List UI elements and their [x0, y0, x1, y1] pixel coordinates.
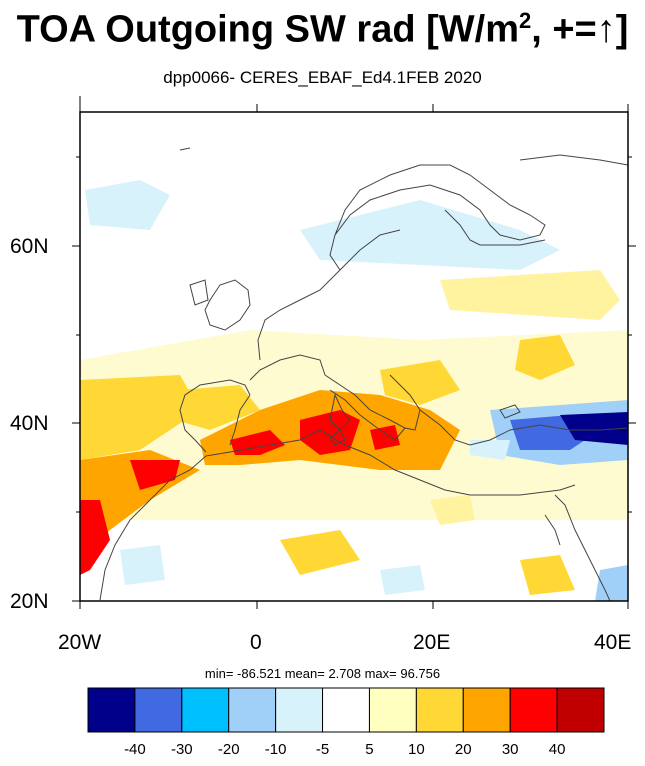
- lon-label-20e: 20E: [413, 631, 451, 654]
- colorbar-label: 5: [365, 741, 374, 758]
- colorbar: [87, 687, 605, 733]
- colorbar-label: -40: [124, 741, 146, 758]
- colorbar-box: [134, 687, 183, 733]
- colorbar-label: -30: [170, 741, 193, 758]
- colorbar-label: 20: [454, 741, 472, 758]
- map-field: [80, 112, 628, 601]
- map-title: TOA Outgoing SW rad [W/m2, +=↑]: [16, 8, 629, 51]
- field-statistics: min= -86.521 mean= 2.708 max= 96.756: [204, 666, 441, 681]
- colorbar-label: 10: [408, 741, 425, 758]
- lat-label-20n: 20N: [10, 590, 49, 613]
- colorbar-label: -20: [217, 741, 240, 758]
- colorbar-label: -5: [315, 741, 330, 758]
- colorbar-box: [275, 687, 324, 733]
- colorbar-label: -10: [264, 741, 287, 758]
- colorbar-box: [322, 687, 370, 733]
- colorbar-box: [87, 687, 136, 733]
- colorbar-box: [368, 687, 417, 733]
- lon-label-20w: 20W: [58, 631, 102, 654]
- colorbar-box: [181, 687, 230, 733]
- lon-label-0: 0: [250, 631, 262, 654]
- colorbar-box: [462, 687, 511, 733]
- lat-label-40n: 40N: [10, 412, 49, 435]
- lon-label-40e: 40E: [594, 631, 632, 654]
- colorbar-box: [556, 687, 605, 733]
- map-subtitle: dpp0066- CERES_EBAF_Ed4.1FEB 2020: [163, 68, 482, 87]
- coastlines: [99, 147, 628, 601]
- colorbar-box: [509, 687, 558, 733]
- colorbar-box: [415, 687, 464, 733]
- map-frame: [72, 96, 636, 609]
- lat-label-60n: 60N: [10, 235, 49, 258]
- colorbar-box: [228, 687, 277, 733]
- colorbar-label: 30: [501, 741, 519, 758]
- colorbar-label: 40: [548, 741, 566, 758]
